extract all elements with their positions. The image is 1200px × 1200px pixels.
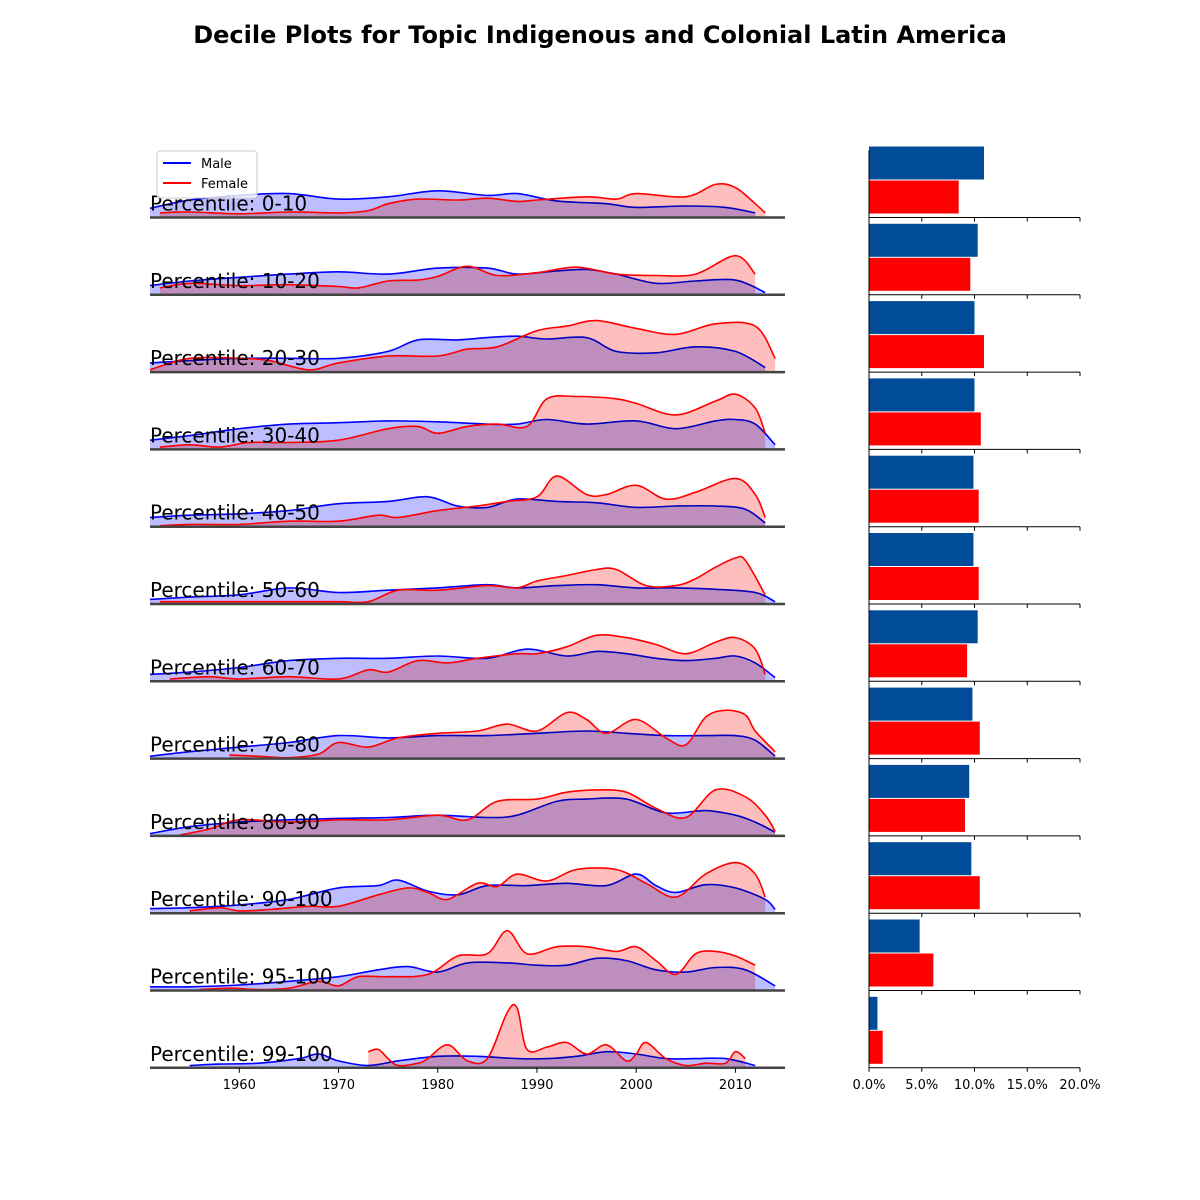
female-density-line [189,861,766,912]
female-density-line [159,555,766,604]
male-share-bar [869,533,974,566]
x-tick-label: 1960 [223,1078,256,1093]
bar-x-tick-label: 15.0% [1007,1078,1048,1093]
ridge-row: Percentile: 95-100 [149,919,1081,995]
ridge-row: Percentile: 0-10 [149,146,1081,222]
row-label: Percentile: 40-50 [150,501,320,525]
row-label: Percentile: 60-70 [150,655,320,679]
female-density-line [368,1003,746,1067]
male-share-bar [869,301,975,335]
male-share-bar [869,919,920,953]
male-share-bar [869,687,973,721]
x-tick-label: 2010 [719,1078,752,1093]
male-share-bar [869,996,878,1030]
bar-x-tick-label: 10.0% [954,1078,995,1093]
female-density-line [159,254,756,289]
male-share-bar [869,455,974,489]
male-share-bar [869,146,984,180]
row-label: Percentile: 99-100 [150,1042,333,1066]
row-label: Percentile: 30-40 [150,423,320,447]
female-density-area [169,634,766,682]
ridge-row: Percentile: 40-50 [149,455,1081,531]
row-label: Percentile: 80-90 [150,810,320,834]
x-tick-label: 1970 [322,1078,355,1093]
female-density-line [159,182,766,215]
row-label: Percentile: 20-30 [150,346,320,370]
row-label: Percentile: 70-80 [150,733,320,757]
female-share-bar [869,721,980,755]
female-density-line [229,709,776,759]
male-share-bar [869,764,970,798]
female-density-line [199,929,756,991]
female-share-bar [869,180,959,214]
female-density-area [150,320,776,373]
female-share-bar [869,257,971,291]
x-tick-label: 1980 [421,1078,454,1093]
ridge-rows: Percentile: 0-10 Percentile: 10-20 Percent… [149,146,1081,1072]
ridge-row: Percentile: 20-30 [149,301,1081,377]
male-share-bar [869,378,975,412]
bar-x-tick-label: 20.0% [1059,1078,1100,1093]
female-density-area [179,788,776,836]
female-density-area [368,1004,746,1068]
ridge-row: Percentile: 30-40 [149,378,1081,454]
ridge-row: Percentile: 90-100 [149,842,1081,918]
legend-male-label: Male [201,157,232,172]
female-density-line [149,319,776,371]
female-share-bar [869,567,979,600]
female-share-bar [869,644,968,678]
male-share-bar [869,223,978,257]
female-share-bar [869,335,984,369]
male-share-bar [869,610,978,644]
female-density-line [169,634,766,681]
legend-female-label: Female [201,177,248,192]
x-tick-label: 2000 [620,1078,653,1093]
female-share-bar [869,1030,883,1064]
female-density-area [159,394,766,450]
legend: Male Female [156,150,258,199]
x-tick-label: 1990 [520,1078,553,1093]
row-label: Percentile: 50-60 [150,578,320,602]
male-share-bar [869,842,972,876]
female-share-bar [869,798,966,832]
bar-x-tick-label: 0.0% [852,1078,885,1093]
female-density-area [159,183,766,218]
female-density-line [179,788,776,836]
row-label: Percentile: 10-20 [150,269,320,293]
bar-x-tick-label: 5.0% [905,1078,938,1093]
ridge-row: Percentile: 80-90 [149,764,1081,840]
female-share-bar [869,412,981,446]
ridge-row: Percentile: 99-100 [150,996,1081,1072]
chart-title: Decile Plots for Topic Indigenous and Co… [193,21,1007,49]
female-density-line [159,393,766,448]
female-density-line [159,475,766,527]
row-label: Percentile: 95-100 [150,965,333,989]
row-label: Percentile: 90-100 [150,887,333,911]
ridge-x-axis: 1960 1970 1980 1990 2000 2010 [223,1067,752,1093]
ridge-row: Percentile: 50-60 [149,533,1081,608]
female-density-area [189,862,766,914]
female-share-bar [869,953,934,987]
female-share-bar [869,489,979,523]
female-density-area [159,255,756,295]
female-share-bar [869,876,980,910]
female-density-area [159,556,766,604]
female-density-area [199,930,756,991]
female-density-area [229,710,776,759]
female-density-area [159,476,766,527]
ridge-row: Percentile: 10-20 [149,223,1081,299]
bar-x-axis: 0.0% 5.0% 10.0% 15.0% 20.0% [852,1078,1100,1093]
ridge-row: Percentile: 70-80 [149,687,1081,763]
